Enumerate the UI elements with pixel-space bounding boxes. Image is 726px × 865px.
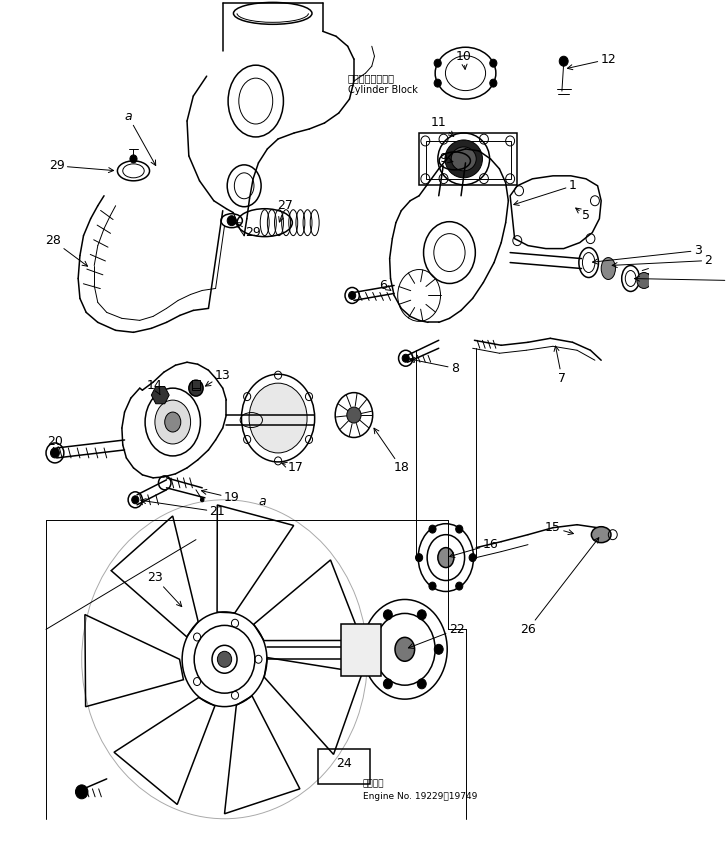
Circle shape [367, 644, 375, 654]
Text: 5: 5 [576, 208, 590, 222]
Text: 15: 15 [545, 522, 574, 535]
Circle shape [434, 644, 443, 654]
Circle shape [434, 59, 441, 67]
Text: 22: 22 [409, 623, 465, 649]
Circle shape [348, 292, 356, 299]
Bar [340, 625, 380, 676]
Text: 20: 20 [47, 435, 63, 452]
Text: 18: 18 [374, 428, 409, 474]
Circle shape [434, 79, 441, 87]
Text: 8: 8 [409, 357, 459, 375]
Circle shape [383, 610, 392, 619]
Circle shape [490, 59, 497, 67]
Text: 17: 17 [282, 461, 304, 474]
Text: 29: 29 [49, 159, 113, 173]
Circle shape [637, 272, 651, 288]
Circle shape [490, 79, 497, 87]
Text: 29: 29 [235, 222, 261, 239]
Circle shape [559, 56, 568, 67]
Polygon shape [151, 387, 169, 404]
Circle shape [429, 525, 436, 533]
Text: 27: 27 [277, 199, 293, 222]
Text: a: a [258, 496, 266, 509]
Text: 7: 7 [554, 346, 566, 385]
Bar [426, 141, 511, 179]
Ellipse shape [165, 412, 181, 432]
Circle shape [51, 448, 60, 458]
Ellipse shape [155, 400, 191, 444]
Text: 適用号機: 適用号機 [363, 779, 384, 788]
Circle shape [429, 582, 436, 590]
Text: 2: 2 [612, 254, 712, 267]
Circle shape [347, 407, 361, 423]
Text: 16: 16 [449, 538, 498, 558]
Circle shape [469, 554, 476, 561]
Text: 23: 23 [147, 571, 182, 606]
Text: a: a [124, 110, 155, 165]
Text: 6: 6 [380, 279, 391, 292]
Circle shape [227, 215, 236, 226]
Ellipse shape [249, 383, 307, 453]
Text: 11: 11 [431, 117, 454, 137]
Text: 9: 9 [439, 152, 453, 165]
Circle shape [456, 525, 463, 533]
Circle shape [402, 355, 409, 362]
Bar [318, 749, 370, 784]
Text: 1: 1 [514, 179, 576, 205]
Circle shape [456, 582, 463, 590]
Ellipse shape [601, 258, 616, 279]
Text: 12: 12 [568, 53, 616, 70]
Bar [419, 133, 518, 185]
Ellipse shape [438, 548, 454, 567]
Circle shape [76, 785, 88, 798]
Circle shape [217, 651, 232, 667]
Text: 19: 19 [202, 490, 240, 504]
Circle shape [130, 155, 137, 163]
Ellipse shape [592, 527, 611, 542]
Text: 14: 14 [147, 379, 163, 394]
Ellipse shape [395, 638, 415, 661]
Ellipse shape [452, 147, 476, 171]
Bar [192, 381, 200, 390]
Text: シリンダブロック
Cylinder Block: シリンダブロック Cylinder Block [348, 74, 417, 95]
Text: 28: 28 [45, 234, 88, 266]
Circle shape [417, 610, 426, 619]
Text: 26: 26 [520, 538, 599, 636]
Text: 10: 10 [456, 49, 472, 69]
Circle shape [417, 679, 426, 689]
Circle shape [383, 679, 392, 689]
Circle shape [415, 554, 423, 561]
Text: 13: 13 [205, 368, 231, 386]
Text: Engine No. 19229～19749: Engine No. 19229～19749 [363, 792, 477, 801]
Circle shape [131, 496, 139, 503]
Ellipse shape [445, 140, 483, 178]
Circle shape [200, 497, 204, 502]
Circle shape [189, 381, 203, 396]
Text: 21: 21 [141, 498, 225, 518]
Text: 4: 4 [635, 274, 726, 287]
Text: 3: 3 [592, 244, 701, 264]
Text: 24: 24 [336, 758, 352, 771]
